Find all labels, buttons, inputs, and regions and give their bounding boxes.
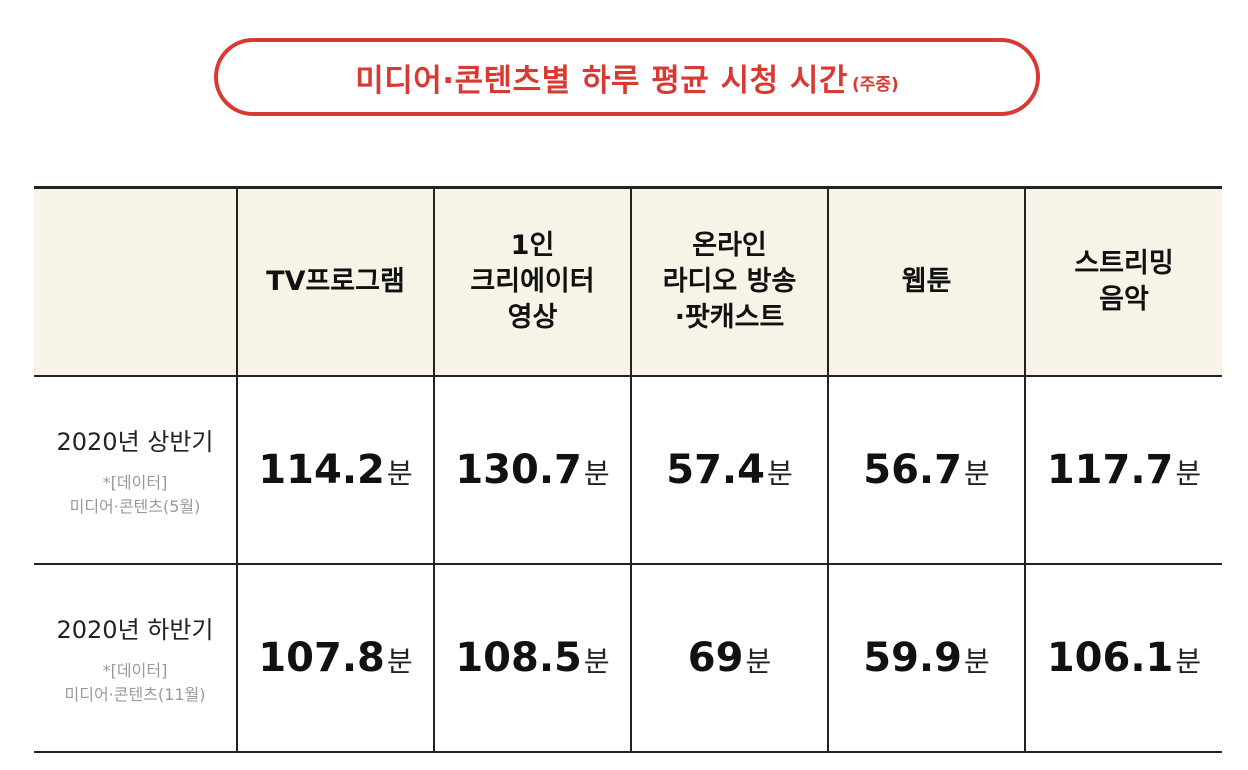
data-unit: 분 [583,457,610,490]
data-value: 108.5 [455,635,582,681]
data-value: 117.7 [1046,447,1174,493]
source-note: *[데이터] [102,472,168,492]
column-header-line: 1인 [510,230,555,261]
data-value: 130.7 [455,447,582,493]
data-unit: 분 [1175,645,1202,678]
column-header: 웹툰 [827,187,1025,376]
data-unit: 분 [583,645,610,678]
data-value: 57.4 [666,447,765,493]
data-unit: 분 [1175,457,1202,490]
chart-subtitle: (주중) [851,74,899,95]
row-header-cell: 2020년 상반기 *[데이터] 미디어·콘텐츠(5월) [34,376,237,564]
column-header-line: 스트리밍 [1074,248,1174,279]
column-header-line: 음악 [1099,284,1149,315]
column-header-line: 크리에이터 [470,266,595,297]
chart-title: 미디어·콘텐츠별 하루 평균 시청 시간 [355,62,848,99]
data-unit: 분 [386,645,413,678]
row-header-cell: 2020년 하반기 *[데이터] 미디어·콘텐츠(11월) [34,564,237,752]
source-note: 미디어·콘텐츠(5월) [69,496,201,516]
data-value: 59.9 [863,635,962,681]
data-unit: 분 [745,645,772,678]
column-header-line: TV프로그램 [266,266,405,297]
value-cell: 107.8분 [236,564,434,752]
row-label: 2020년 하반기 [56,615,214,644]
data-unit: 분 [766,457,793,490]
table-row: 2020년 상반기 *[데이터] 미디어·콘텐츠(5월) 114.2분 130.… [34,376,1222,564]
data-unit: 분 [386,457,413,490]
data-unit: 분 [963,645,990,678]
value-cell: 57.4분 [630,376,828,564]
table-row: 2020년 하반기 *[데이터] 미디어·콘텐츠(11월) 107.8분 108… [34,564,1222,752]
data-value: 69 [687,635,744,681]
data-value: 56.7 [863,447,962,493]
value-cell: 106.1분 [1024,564,1222,752]
data-value: 107.8 [258,635,385,681]
column-header-line: ·팟캐스트 [674,302,785,333]
value-cell: 130.7분 [433,376,631,564]
value-cell: 117.7분 [1024,376,1222,564]
value-cell: 114.2분 [236,376,434,564]
data-value: 114.2 [258,447,385,493]
source-note: *[데이터] [102,660,168,680]
column-header-line: 웹툰 [901,266,952,297]
header-corner-cell [34,187,237,376]
value-cell: 56.7분 [827,376,1025,564]
column-header-line: 영상 [507,302,558,333]
value-cell: 59.9분 [827,564,1025,752]
value-cell: 108.5분 [433,564,631,752]
data-unit: 분 [963,457,990,490]
column-header-line: 라디오 방송 [662,266,797,297]
column-header: TV프로그램 [236,187,434,376]
value-cell: 69분 [630,564,828,752]
data-value: 106.1 [1046,635,1174,681]
source-note: 미디어·콘텐츠(11월) [64,684,206,704]
column-header-line: 온라인 [692,230,767,261]
chart-title-box: 미디어·콘텐츠별 하루 평균 시청 시간 (주중) [214,38,1040,116]
row-label: 2020년 상반기 [56,427,214,456]
